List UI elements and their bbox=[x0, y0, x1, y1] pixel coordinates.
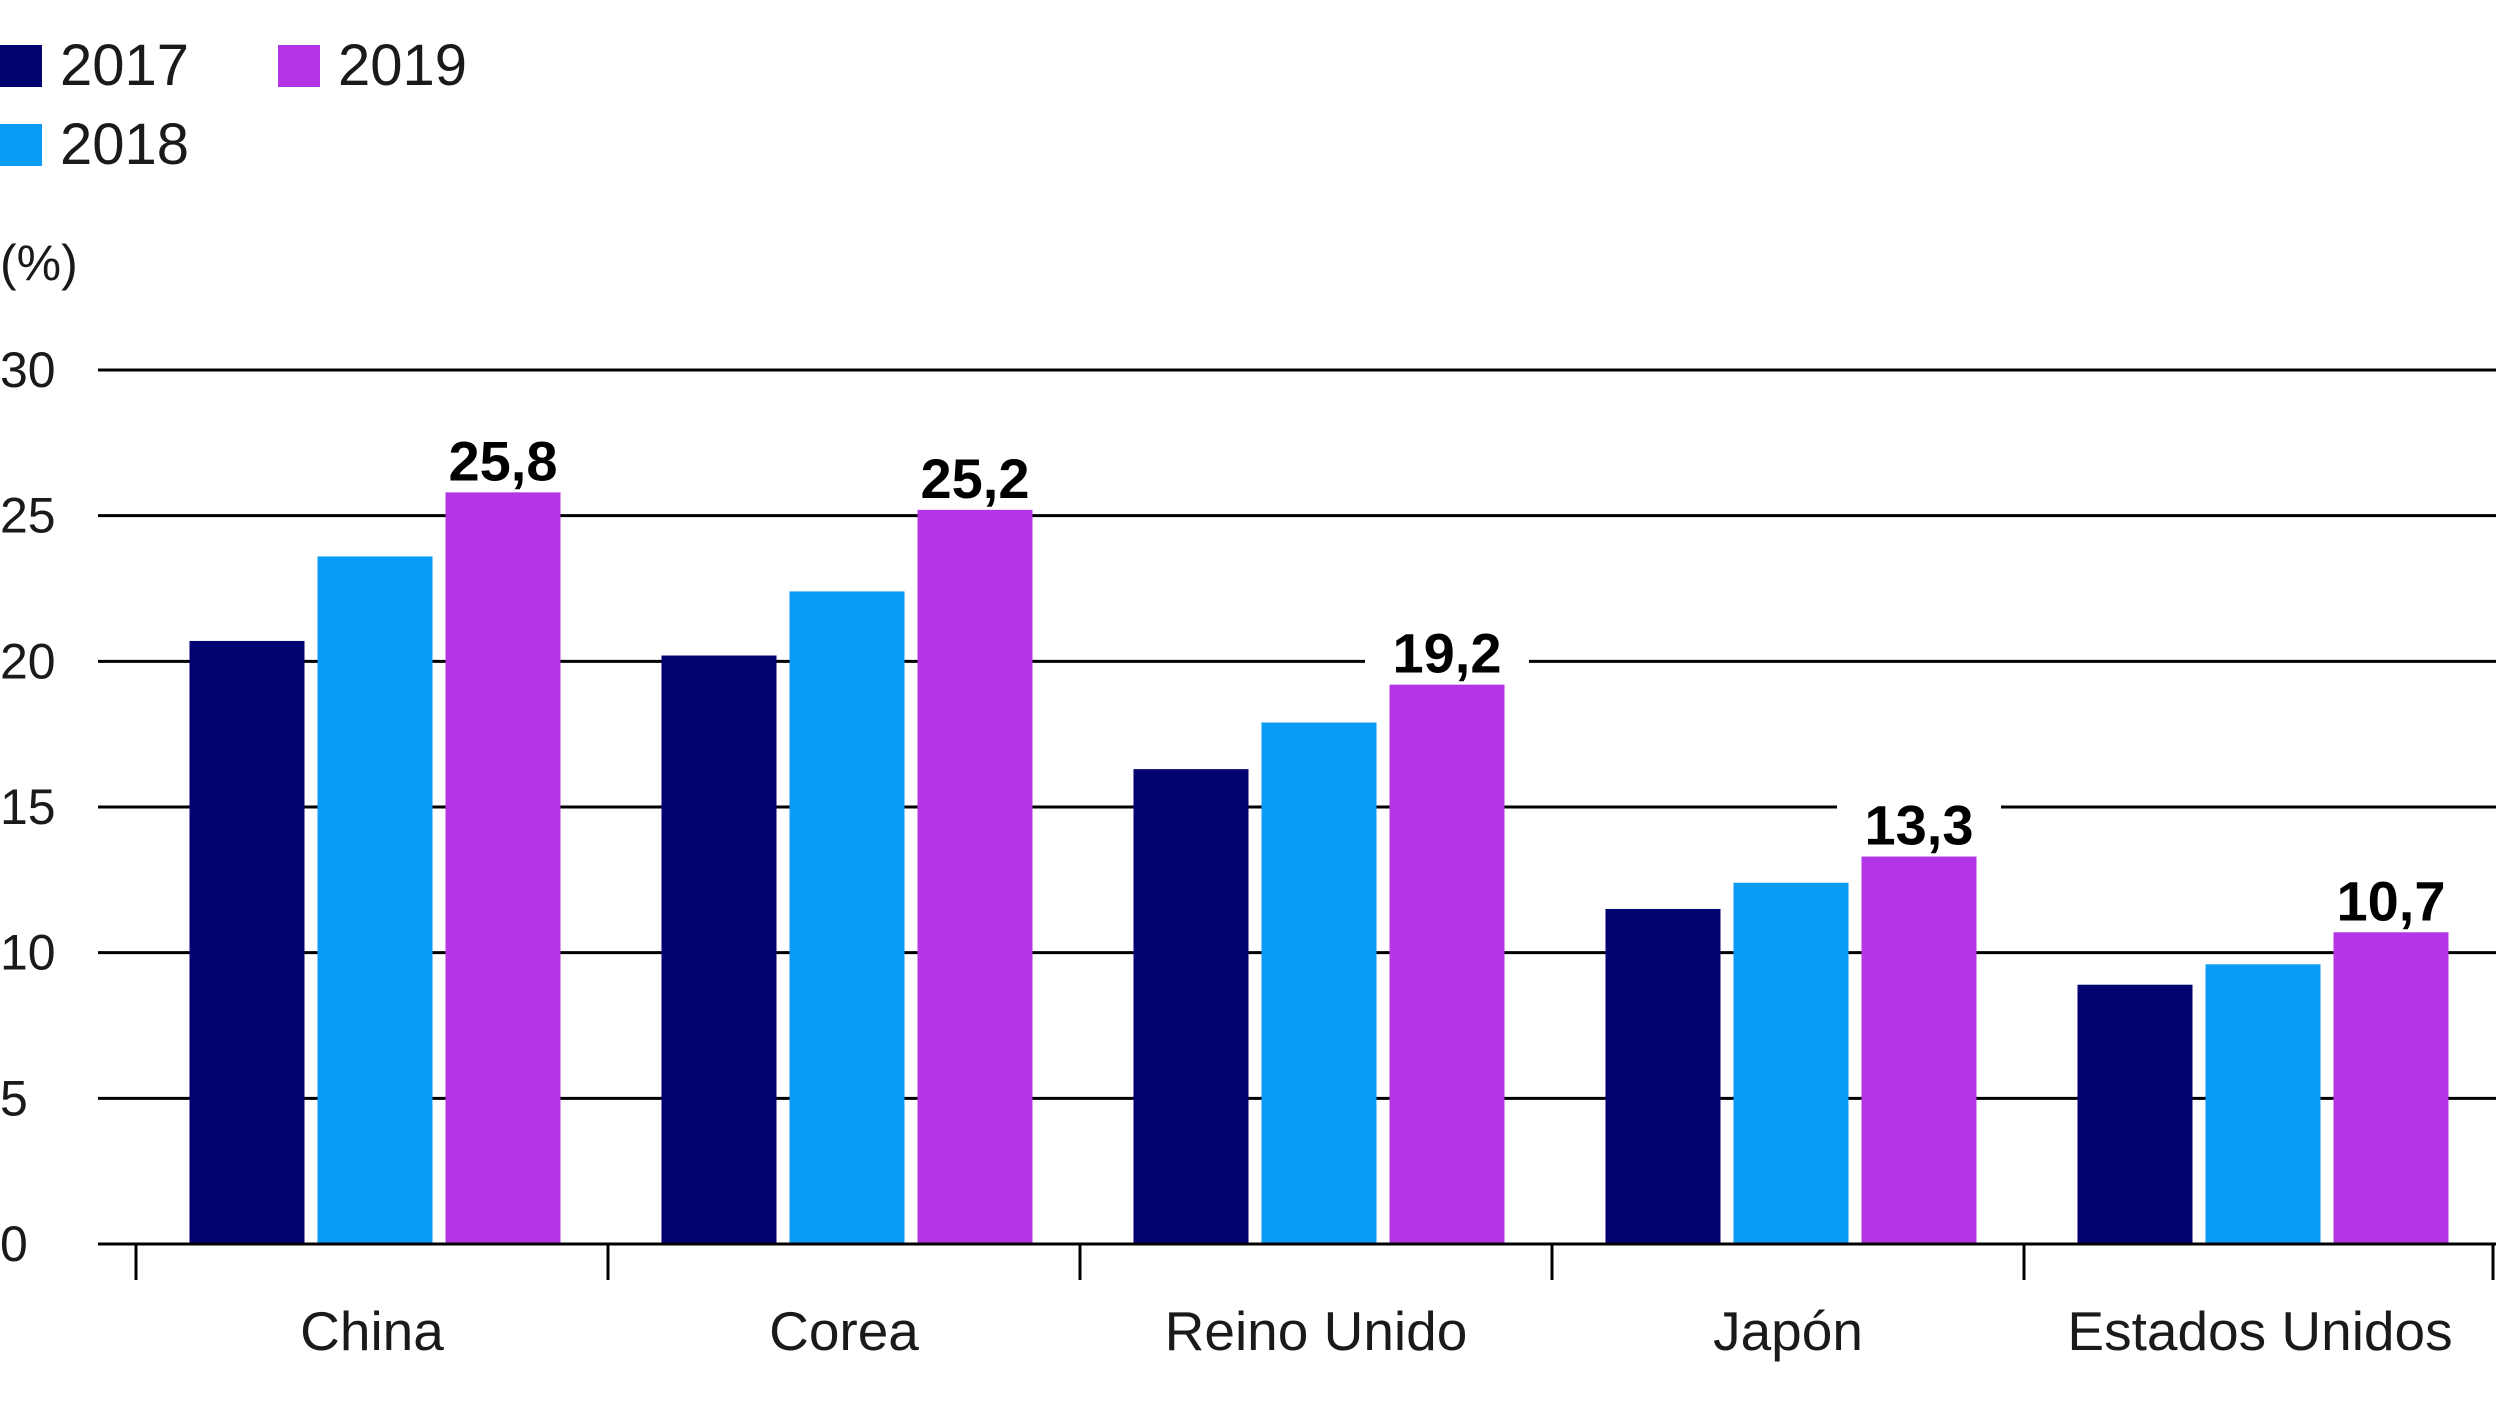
data-label-bg-0 bbox=[421, 434, 585, 487]
data-label-4: 10,7 bbox=[2337, 869, 2446, 932]
data-label-1: 25,2 bbox=[921, 447, 1030, 510]
bar-2018-4 bbox=[2205, 964, 2321, 1244]
bars bbox=[189, 492, 2449, 1245]
bar-2019-3 bbox=[1861, 856, 1977, 1244]
data-label-bg-4 bbox=[2309, 874, 2473, 927]
legend-label-2018: 2018 bbox=[60, 112, 189, 177]
legend: 2017 2018 2019 bbox=[0, 33, 467, 177]
bar-2018-0 bbox=[317, 556, 433, 1244]
x-category-label-0: China bbox=[300, 1300, 444, 1362]
data-label-bg-2 bbox=[1365, 626, 1529, 679]
x-category-label-1: Corea bbox=[769, 1300, 919, 1362]
x-category-label-2: Reino Unido bbox=[1165, 1300, 1468, 1362]
y-axis-ticks: 0 5 10 15 20 25 30 bbox=[0, 342, 56, 1272]
bar-2019-2 bbox=[1389, 684, 1505, 1244]
bar-2018-1 bbox=[789, 591, 905, 1244]
y-axis-unit-label: (%) bbox=[0, 235, 78, 291]
bar-2017-3 bbox=[1605, 908, 1721, 1244]
bar-2017-0 bbox=[189, 640, 305, 1244]
legend-swatch-2018 bbox=[0, 124, 42, 166]
bar-2017-2 bbox=[1133, 769, 1249, 1244]
legend-swatch-2017 bbox=[0, 45, 42, 87]
data-label-bg-3 bbox=[1837, 798, 2001, 851]
data-labels: 25,8 25,2 19,2 13,3 10,7 bbox=[421, 429, 2473, 932]
legend-label-2017: 2017 bbox=[60, 33, 189, 98]
x-axis: China Corea Reino Unido Japón Estados Unidos bbox=[98, 1242, 2496, 1362]
data-label-0: 25,8 bbox=[449, 429, 558, 492]
y-tick-label-10: 10 bbox=[0, 925, 56, 981]
data-label-bg-1 bbox=[893, 451, 1057, 504]
y-tick-label-15: 15 bbox=[0, 779, 56, 835]
legend-swatch-2019 bbox=[278, 45, 320, 87]
y-tick-label-25: 25 bbox=[0, 488, 56, 544]
data-label-3: 13,3 bbox=[1865, 794, 1974, 857]
bar-2017-1 bbox=[661, 655, 777, 1244]
y-tick-label-20: 20 bbox=[0, 633, 56, 689]
y-tick-label-30: 30 bbox=[0, 342, 56, 398]
bar-2018-2 bbox=[1261, 722, 1377, 1244]
x-category-label-4: Estados Unidos bbox=[2067, 1300, 2452, 1362]
bar-2017-4 bbox=[2077, 984, 2193, 1244]
data-label-2: 19,2 bbox=[1393, 622, 1502, 685]
y-tick-label-0: 0 bbox=[0, 1216, 28, 1272]
bar-2019-0 bbox=[445, 492, 561, 1244]
bar-2018-3 bbox=[1733, 882, 1849, 1244]
x-category-label-3: Japón bbox=[1713, 1300, 1863, 1362]
y-tick-label-5: 5 bbox=[0, 1070, 28, 1126]
bar-2019-4 bbox=[2333, 932, 2449, 1244]
bar-2019-1 bbox=[917, 509, 1033, 1245]
legend-label-2019: 2019 bbox=[338, 33, 467, 98]
